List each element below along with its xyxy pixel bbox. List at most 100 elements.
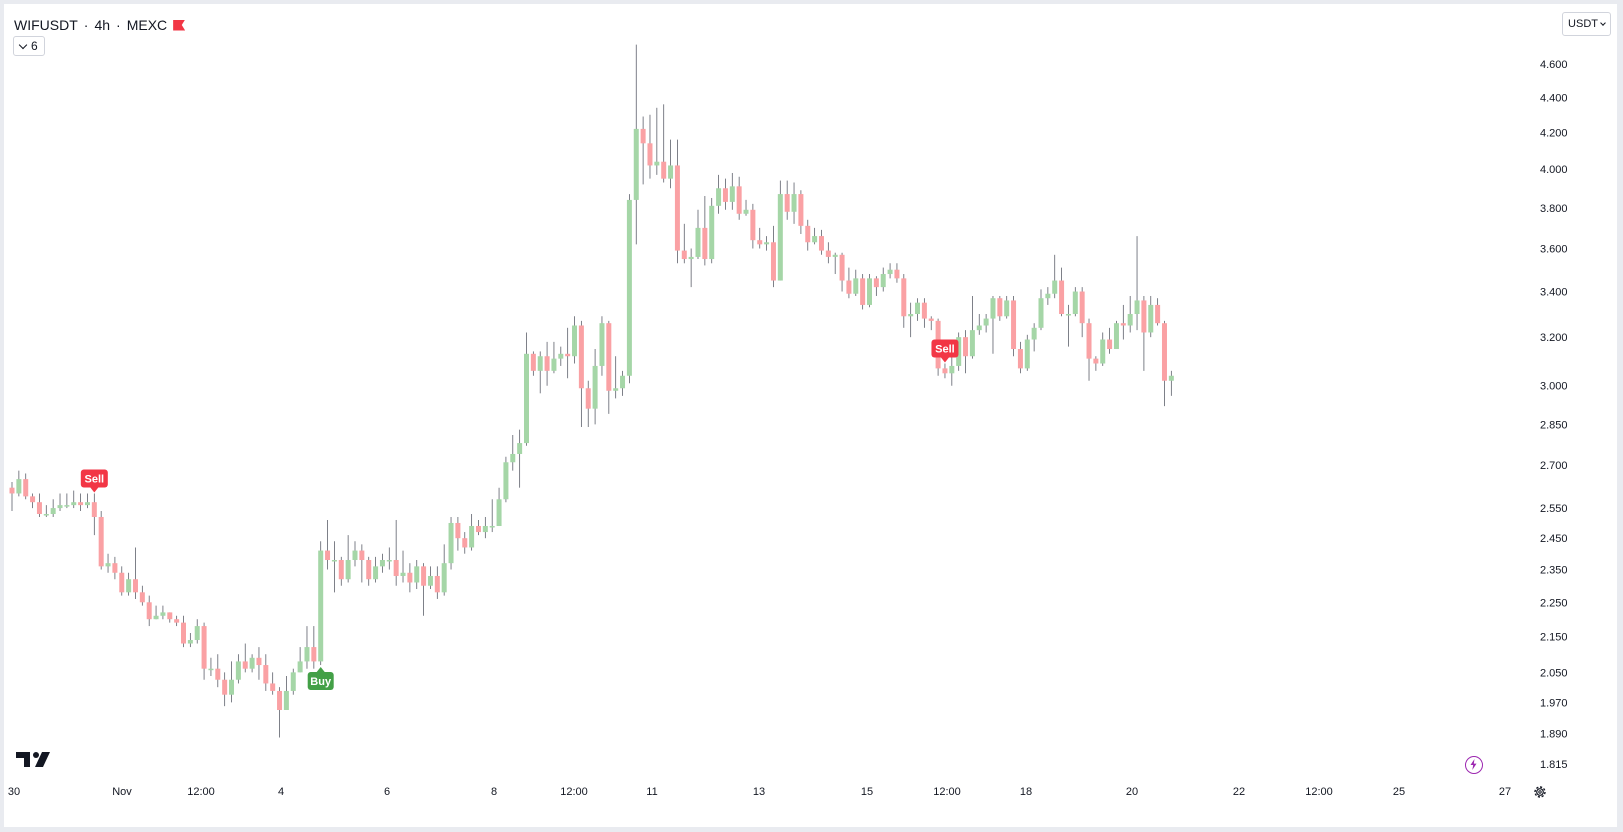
candle[interactable] bbox=[688, 248, 694, 288]
candle[interactable] bbox=[572, 316, 578, 364]
interval-label[interactable]: 4h bbox=[94, 17, 111, 33]
candle[interactable] bbox=[1107, 327, 1113, 354]
candle[interactable] bbox=[585, 380, 591, 427]
candle[interactable] bbox=[894, 263, 900, 283]
candle[interactable] bbox=[139, 585, 145, 606]
candle[interactable] bbox=[1052, 254, 1058, 299]
candle[interactable] bbox=[805, 219, 811, 251]
candle[interactable] bbox=[146, 595, 152, 627]
candle[interactable] bbox=[530, 351, 536, 376]
candle[interactable] bbox=[1059, 267, 1065, 317]
candle[interactable] bbox=[654, 107, 660, 175]
candle[interactable] bbox=[174, 615, 180, 627]
candle[interactable] bbox=[71, 490, 77, 509]
candle[interactable] bbox=[695, 209, 701, 260]
candle[interactable] bbox=[1127, 295, 1133, 333]
candle[interactable] bbox=[181, 615, 186, 648]
flag-icon[interactable] bbox=[173, 19, 186, 31]
candle[interactable] bbox=[928, 316, 934, 331]
gear-icon[interactable] bbox=[1532, 784, 1548, 800]
candle[interactable] bbox=[290, 668, 296, 695]
sell-signal-label[interactable]: Sell bbox=[80, 469, 108, 493]
candle[interactable] bbox=[1134, 236, 1140, 331]
symbol-name[interactable]: WIFUSDT bbox=[14, 17, 78, 33]
candle[interactable] bbox=[647, 114, 653, 179]
candle[interactable] bbox=[853, 269, 859, 296]
candle[interactable] bbox=[770, 225, 776, 288]
candle[interactable] bbox=[91, 493, 97, 536]
candle[interactable] bbox=[640, 116, 646, 185]
candle[interactable] bbox=[256, 647, 262, 680]
candle[interactable] bbox=[873, 276, 879, 296]
candle[interactable] bbox=[1161, 320, 1167, 407]
candle[interactable] bbox=[578, 320, 584, 427]
candle[interactable] bbox=[325, 519, 331, 570]
candle[interactable] bbox=[626, 194, 632, 384]
candle[interactable] bbox=[249, 654, 255, 673]
candle[interactable] bbox=[1017, 341, 1023, 374]
candle[interactable] bbox=[1079, 287, 1085, 338]
candle[interactable] bbox=[373, 556, 379, 583]
candle[interactable] bbox=[798, 190, 804, 235]
candle[interactable] bbox=[434, 566, 440, 599]
candle[interactable] bbox=[23, 473, 29, 500]
candle[interactable] bbox=[503, 456, 509, 503]
candle[interactable] bbox=[235, 654, 241, 684]
candle[interactable] bbox=[393, 519, 399, 586]
candle[interactable] bbox=[345, 535, 351, 583]
candle[interactable] bbox=[379, 553, 385, 573]
candle[interactable] bbox=[1120, 304, 1126, 340]
candle[interactable] bbox=[229, 661, 235, 703]
candle[interactable] bbox=[942, 363, 948, 379]
candle[interactable] bbox=[496, 487, 502, 526]
candle[interactable] bbox=[167, 612, 173, 623]
candle[interactable] bbox=[537, 351, 543, 394]
candle[interactable] bbox=[887, 263, 893, 279]
candle[interactable] bbox=[544, 341, 550, 386]
candle[interactable] bbox=[599, 316, 605, 376]
candle[interactable] bbox=[777, 180, 783, 281]
candle[interactable] bbox=[84, 493, 90, 509]
candle[interactable] bbox=[78, 493, 84, 512]
candle[interactable] bbox=[304, 626, 310, 669]
candle[interactable] bbox=[709, 197, 715, 264]
candle[interactable] bbox=[1024, 334, 1030, 371]
candle[interactable] bbox=[551, 341, 557, 374]
candle[interactable] bbox=[50, 499, 56, 517]
candle[interactable] bbox=[119, 566, 125, 596]
candle[interactable] bbox=[421, 563, 427, 616]
currency-selector[interactable]: USDT bbox=[1562, 12, 1611, 36]
candle[interactable] bbox=[194, 619, 200, 644]
candle[interactable] bbox=[702, 196, 708, 266]
candle[interactable] bbox=[1038, 289, 1044, 331]
candle[interactable] bbox=[414, 560, 420, 590]
candle[interactable] bbox=[482, 516, 488, 539]
candle[interactable] bbox=[1004, 295, 1010, 319]
candle[interactable] bbox=[1031, 323, 1037, 352]
candle[interactable] bbox=[489, 499, 495, 533]
candle[interactable] bbox=[270, 672, 276, 695]
candle[interactable] bbox=[565, 327, 571, 379]
candle[interactable] bbox=[921, 298, 927, 328]
lightning-icon[interactable] bbox=[1465, 756, 1483, 774]
candle[interactable] bbox=[1045, 287, 1051, 305]
candle[interactable] bbox=[613, 356, 619, 399]
candle[interactable] bbox=[668, 139, 674, 189]
indicators-toggle-button[interactable]: 6 bbox=[13, 36, 45, 56]
candle[interactable] bbox=[661, 104, 667, 183]
candle[interactable] bbox=[386, 547, 392, 570]
candle[interactable] bbox=[455, 516, 461, 551]
candle[interactable] bbox=[469, 513, 475, 551]
candle[interactable] bbox=[757, 227, 763, 249]
candle[interactable] bbox=[283, 676, 289, 710]
candle[interactable] bbox=[867, 274, 872, 308]
candle[interactable] bbox=[132, 547, 138, 599]
candle[interactable] bbox=[9, 481, 15, 512]
candle[interactable] bbox=[318, 541, 324, 666]
candle[interactable] bbox=[736, 176, 742, 220]
candle[interactable] bbox=[1011, 295, 1017, 357]
candle[interactable] bbox=[825, 242, 831, 264]
candle[interactable] bbox=[976, 314, 982, 335]
candle[interactable] bbox=[839, 252, 845, 292]
candle[interactable] bbox=[311, 626, 317, 669]
